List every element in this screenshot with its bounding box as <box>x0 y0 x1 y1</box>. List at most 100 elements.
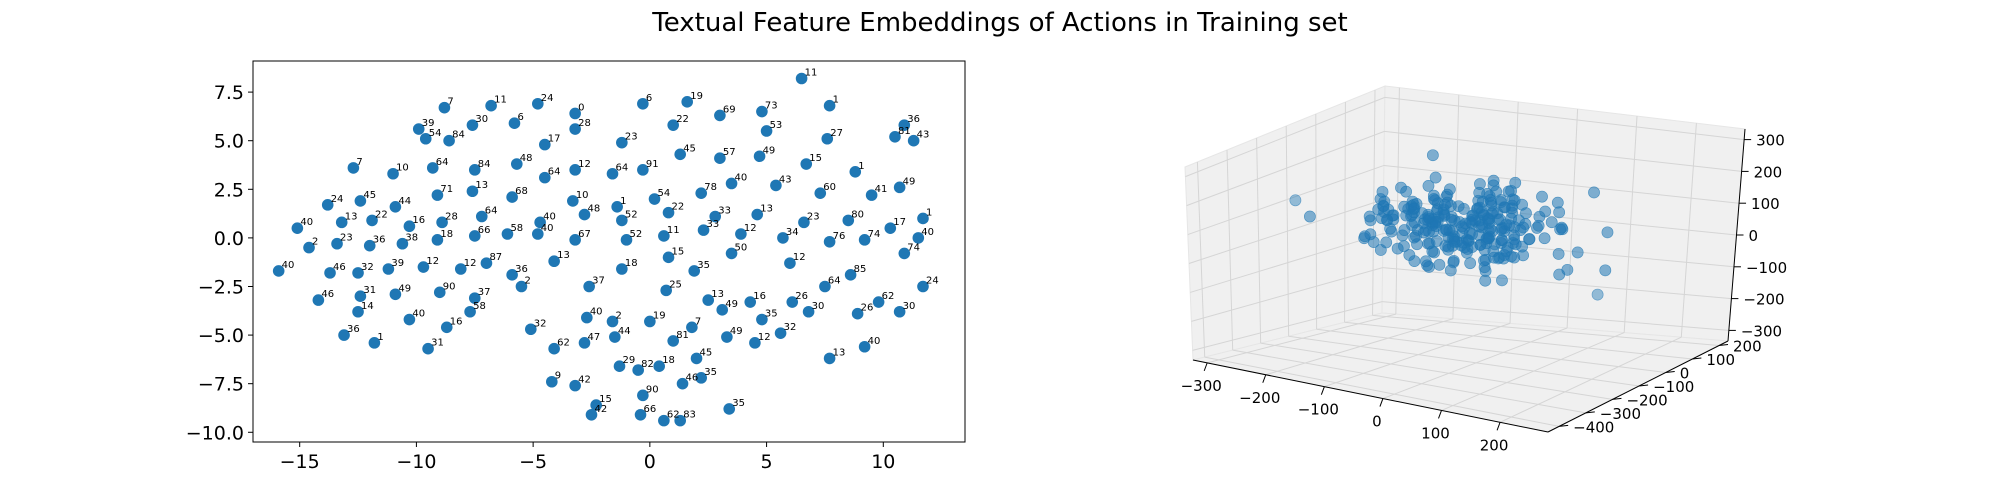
plot-frame <box>252 60 966 443</box>
x-tick-mark <box>1262 374 1267 383</box>
scatter-point <box>324 267 336 279</box>
scatter-point <box>637 389 649 402</box>
scatter-point <box>569 107 581 120</box>
point-label: 91 <box>646 159 659 170</box>
scatter-point <box>532 97 544 110</box>
point-label: 29 <box>623 355 636 366</box>
point-label: 82 <box>641 359 654 370</box>
point-label: 43 <box>917 130 930 141</box>
scatter-point-3d <box>1561 263 1574 276</box>
z-tick-label: 100 <box>1751 195 1780 213</box>
scatter-point <box>616 136 628 149</box>
scatter-point <box>567 195 579 207</box>
z-tick-label: −200 <box>1743 291 1784 309</box>
scatter-point <box>585 408 598 421</box>
scatter-point <box>426 162 439 174</box>
scatter-point-3d <box>1395 181 1407 194</box>
scatter-point <box>590 399 602 411</box>
scatter-point-3d <box>1426 149 1439 162</box>
scatter-point-3d <box>1553 206 1566 219</box>
scatter-point-3d <box>1447 254 1460 267</box>
data-points-3d <box>1289 149 1614 301</box>
scatter-point <box>578 208 591 221</box>
scatter-point <box>702 294 715 306</box>
scatter-point <box>709 210 722 223</box>
axis-line <box>1192 359 1549 433</box>
scatter-point <box>744 296 757 308</box>
y-tick-label: −400 <box>1573 418 1614 436</box>
point-label: 1 <box>858 161 864 172</box>
scatter-point <box>865 189 878 201</box>
scatter-point <box>823 235 836 248</box>
scatter-point <box>662 206 675 219</box>
point-label: 16 <box>753 291 766 302</box>
scatter-point <box>653 360 665 372</box>
scatter-point <box>366 214 378 227</box>
x-tick-label: −200 <box>1239 389 1280 407</box>
point-label: 35 <box>697 260 710 271</box>
point-label: 24 <box>541 93 554 104</box>
scatter-point <box>800 158 813 170</box>
point-label: 66 <box>644 404 657 415</box>
scatter-point-3d <box>1419 255 1432 268</box>
point-label: 40 <box>868 336 881 347</box>
scatter-point <box>774 327 787 339</box>
point-label: 40 <box>282 260 295 271</box>
scatter-point-3d <box>1378 206 1390 218</box>
scatter-point <box>688 265 701 277</box>
y-tick-mark <box>1585 411 1595 414</box>
scatter-point <box>858 234 871 246</box>
scatter-point <box>303 241 315 254</box>
x-tick-label: 0 <box>1372 413 1382 431</box>
x-tick-label: 0 <box>644 451 656 473</box>
point-label: 68 <box>515 186 528 197</box>
point-label: 64 <box>828 275 841 286</box>
point-label: 9 <box>555 371 561 382</box>
point-label: 40 <box>921 227 934 238</box>
scatter-point-3d <box>1443 183 1456 196</box>
scatter-point-3d <box>1508 194 1521 207</box>
scatter-point-3d <box>1479 265 1492 277</box>
scatter-point <box>403 220 416 233</box>
x-tick-mark <box>1379 398 1384 407</box>
scatter-point <box>466 185 479 198</box>
scatter-point-3d <box>1538 232 1551 245</box>
scatter-point-3d <box>1433 258 1446 271</box>
scatter-2d-chart: −15 −10 −5 0 5 10 −10.0−7.5−5.0−2.50.02.55.07… <box>186 60 966 473</box>
scatter-point <box>382 263 395 275</box>
scatter-point <box>436 216 448 229</box>
scatter-point-3d <box>1483 190 1496 203</box>
point-label: 12 <box>426 256 439 267</box>
scatter-point-3d <box>1495 194 1507 206</box>
z-tick-label: −100 <box>1746 259 1787 277</box>
point-label: 11 <box>805 67 818 78</box>
scatter-point <box>539 171 551 184</box>
scatter-point <box>338 329 350 341</box>
point-label: 18 <box>662 355 675 366</box>
scatter-point <box>849 166 862 178</box>
scatter-point-3d <box>1439 198 1451 211</box>
point-label: 14 <box>361 301 374 312</box>
scatter-point <box>842 214 855 227</box>
z-tick-label: 0 <box>1749 227 1759 245</box>
scatter-point-3d <box>1588 186 1600 199</box>
grid-line <box>1344 321 1693 360</box>
scatter-point <box>714 109 726 122</box>
scatter-point <box>844 269 857 281</box>
scatter-point <box>756 105 768 118</box>
scatter-point <box>753 150 766 163</box>
scatter-point <box>431 189 444 201</box>
scatter-point-3d <box>1456 227 1469 240</box>
point-label: 62 <box>557 338 570 349</box>
point-label: 67 <box>578 229 591 240</box>
scatter-point <box>620 234 633 246</box>
figure-title: Textual Feature Embeddings of Actions in… <box>651 8 1347 38</box>
y-tick-mark <box>1559 424 1569 427</box>
x-tick-label: −5 <box>519 451 547 473</box>
scatter-point-3d <box>1536 190 1548 203</box>
grid-line <box>1188 199 1384 264</box>
scatter-point <box>464 305 476 318</box>
scatter-point <box>821 132 834 145</box>
